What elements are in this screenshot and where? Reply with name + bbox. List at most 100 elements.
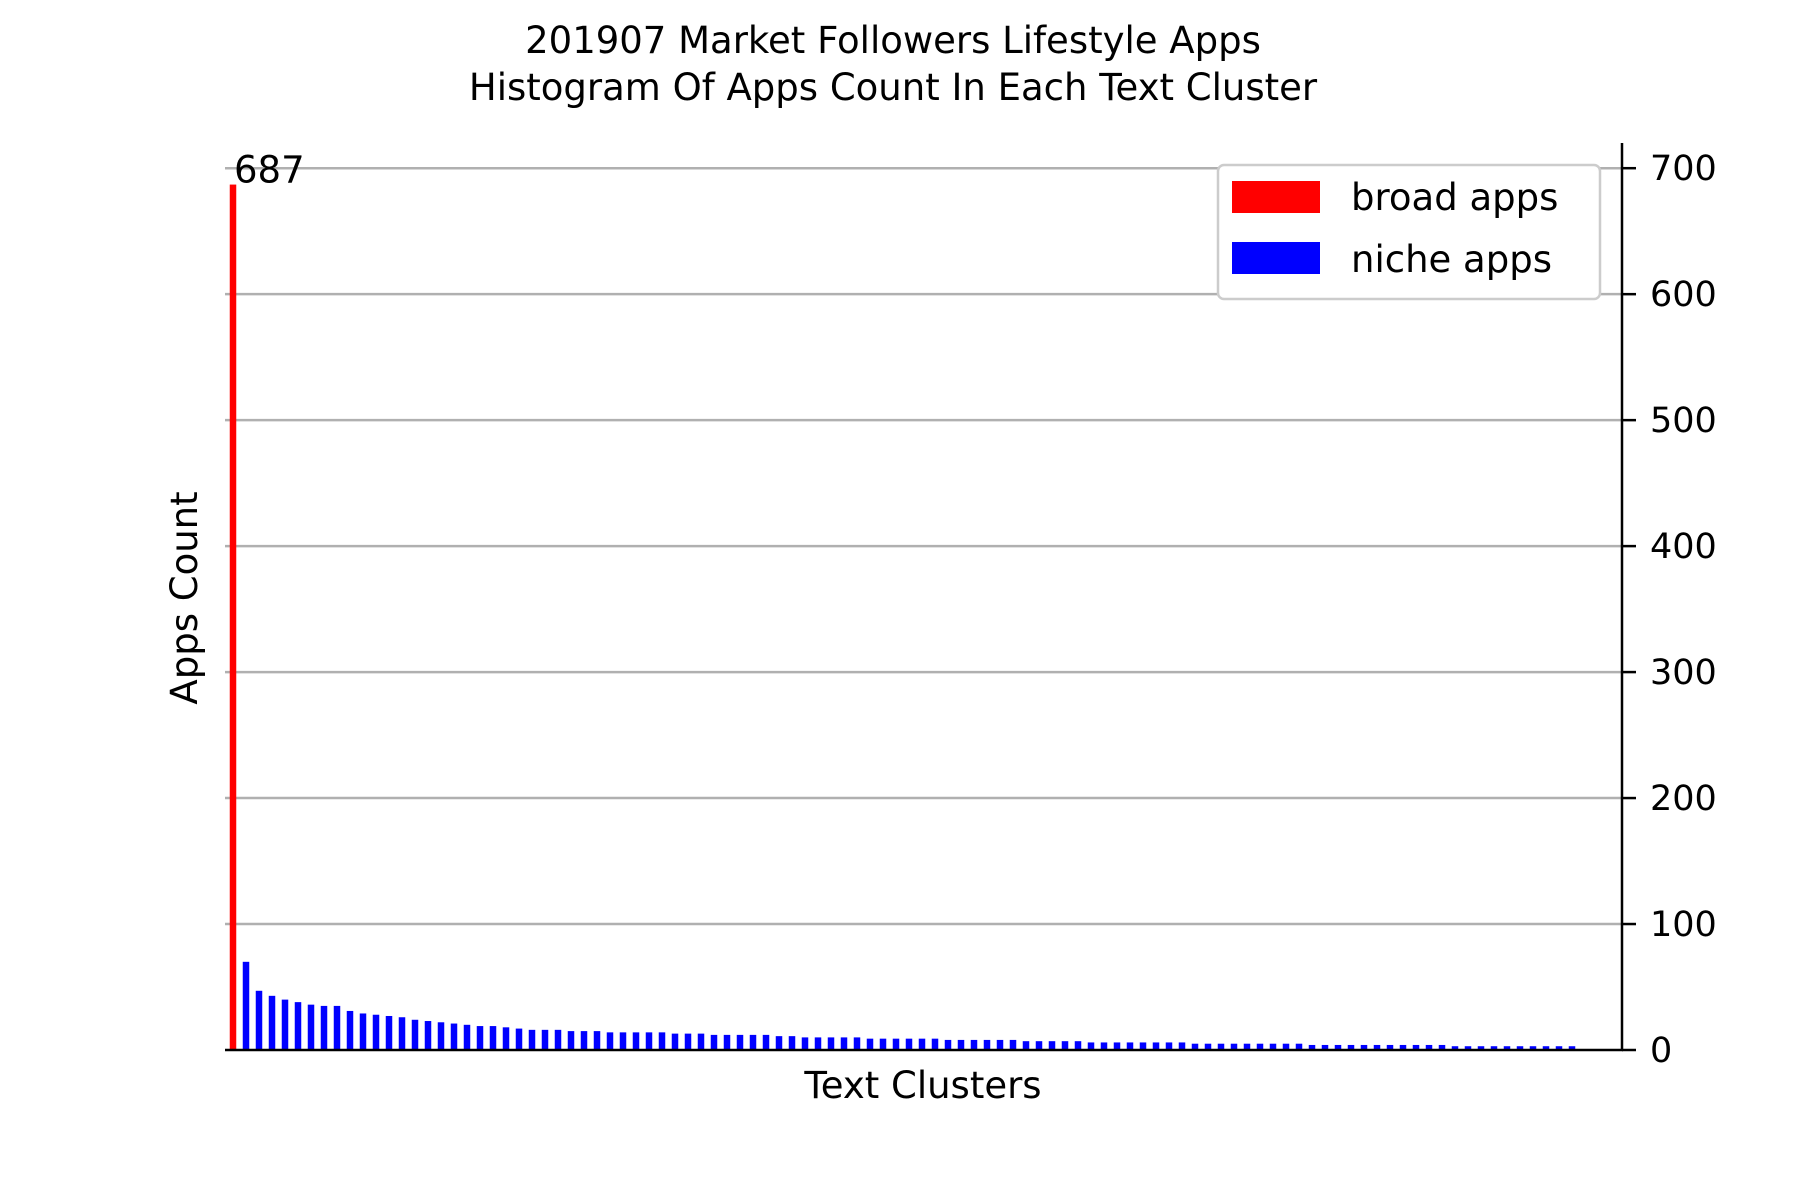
bar [762, 1034, 770, 1050]
bar [1035, 1041, 1043, 1050]
bar [1503, 1046, 1511, 1050]
bar [1321, 1044, 1329, 1050]
bar [1048, 1041, 1056, 1050]
bar [632, 1032, 640, 1050]
bar [905, 1038, 913, 1050]
bar [879, 1038, 887, 1050]
bar [1347, 1044, 1355, 1050]
bar [840, 1037, 848, 1050]
bar [853, 1037, 861, 1050]
bar [1516, 1046, 1524, 1050]
y-tick-label: 700 [1650, 149, 1717, 189]
bar [918, 1038, 926, 1050]
bar [515, 1028, 523, 1050]
bar [1217, 1043, 1225, 1050]
bar [1074, 1041, 1082, 1050]
bar [1399, 1044, 1407, 1050]
y-ticks: 0 100 200 300 400 500 600 700 [1622, 149, 1717, 1071]
bar [1243, 1043, 1251, 1050]
chart-title-line-2: Histogram Of Apps Count In Each Text Clu… [469, 66, 1318, 109]
bar [1204, 1043, 1212, 1050]
bar [944, 1039, 952, 1050]
bar [580, 1031, 588, 1050]
bar [788, 1036, 796, 1050]
bar [801, 1037, 809, 1050]
legend-label-broad-apps: broad apps [1351, 176, 1558, 219]
bar [1087, 1042, 1095, 1050]
gridlines [225, 166, 1622, 926]
bar [437, 1022, 445, 1050]
y-tick-label: 500 [1650, 401, 1717, 441]
bar [1009, 1039, 1017, 1050]
bar [892, 1038, 900, 1050]
bar [333, 1005, 341, 1050]
bar [229, 184, 237, 1051]
bar [1529, 1046, 1537, 1050]
bar [1542, 1046, 1550, 1050]
bar [450, 1023, 458, 1050]
bar [1373, 1044, 1381, 1050]
bar [645, 1032, 653, 1050]
bar [1269, 1043, 1277, 1050]
bar [593, 1031, 601, 1050]
bar [502, 1027, 510, 1050]
bar [814, 1037, 822, 1050]
bar [1126, 1042, 1134, 1050]
bar [1412, 1044, 1420, 1050]
bars [229, 184, 1576, 1051]
bar [775, 1036, 783, 1050]
bar [1152, 1042, 1160, 1050]
y-tick-label: 400 [1650, 527, 1717, 567]
bar [385, 1015, 393, 1050]
y-tick-label: 200 [1650, 779, 1717, 819]
bar [983, 1039, 991, 1050]
y-axis-label: Apps Count [163, 491, 206, 704]
bar [1230, 1043, 1238, 1050]
bar [294, 1002, 302, 1050]
bar [1425, 1044, 1433, 1050]
bar [1295, 1043, 1303, 1050]
bar [567, 1031, 575, 1050]
bar [1256, 1043, 1264, 1050]
bar [411, 1019, 419, 1050]
bar [1334, 1044, 1342, 1050]
bar [606, 1032, 614, 1050]
bar [1100, 1042, 1108, 1050]
bar [697, 1033, 705, 1050]
bar [1451, 1046, 1459, 1050]
bar [1165, 1042, 1173, 1050]
data-labels: 687 [234, 149, 305, 192]
bar [658, 1032, 666, 1050]
bar [541, 1029, 549, 1050]
bar [1061, 1041, 1069, 1050]
bar [1386, 1044, 1394, 1050]
legend-swatch-niche-apps [1232, 242, 1320, 274]
bar [346, 1010, 354, 1050]
y-tick-label: 600 [1650, 275, 1717, 315]
bar [476, 1026, 484, 1050]
legend-swatch-broad-apps [1232, 181, 1320, 213]
y-tick-label: 0 [1650, 1031, 1672, 1071]
bar [424, 1021, 432, 1050]
bar [710, 1034, 718, 1050]
x-axis-label: Text Clusters [803, 1064, 1041, 1107]
bar [398, 1017, 406, 1050]
bar [1308, 1044, 1316, 1050]
bar [723, 1034, 731, 1050]
bar [1490, 1046, 1498, 1050]
bar [1191, 1043, 1199, 1050]
bar [970, 1039, 978, 1050]
legend: broad apps niche apps [1216, 163, 1602, 301]
bar [1477, 1046, 1485, 1050]
bar [619, 1032, 627, 1050]
bar [1360, 1044, 1368, 1050]
bar [671, 1033, 679, 1050]
bar [827, 1037, 835, 1050]
bar [268, 995, 276, 1050]
bar [684, 1033, 692, 1050]
chart-title: 201907 Market Followers Lifestyle Apps H… [469, 19, 1318, 109]
bar [359, 1013, 367, 1050]
bar [1438, 1044, 1446, 1050]
bar [1022, 1041, 1030, 1050]
